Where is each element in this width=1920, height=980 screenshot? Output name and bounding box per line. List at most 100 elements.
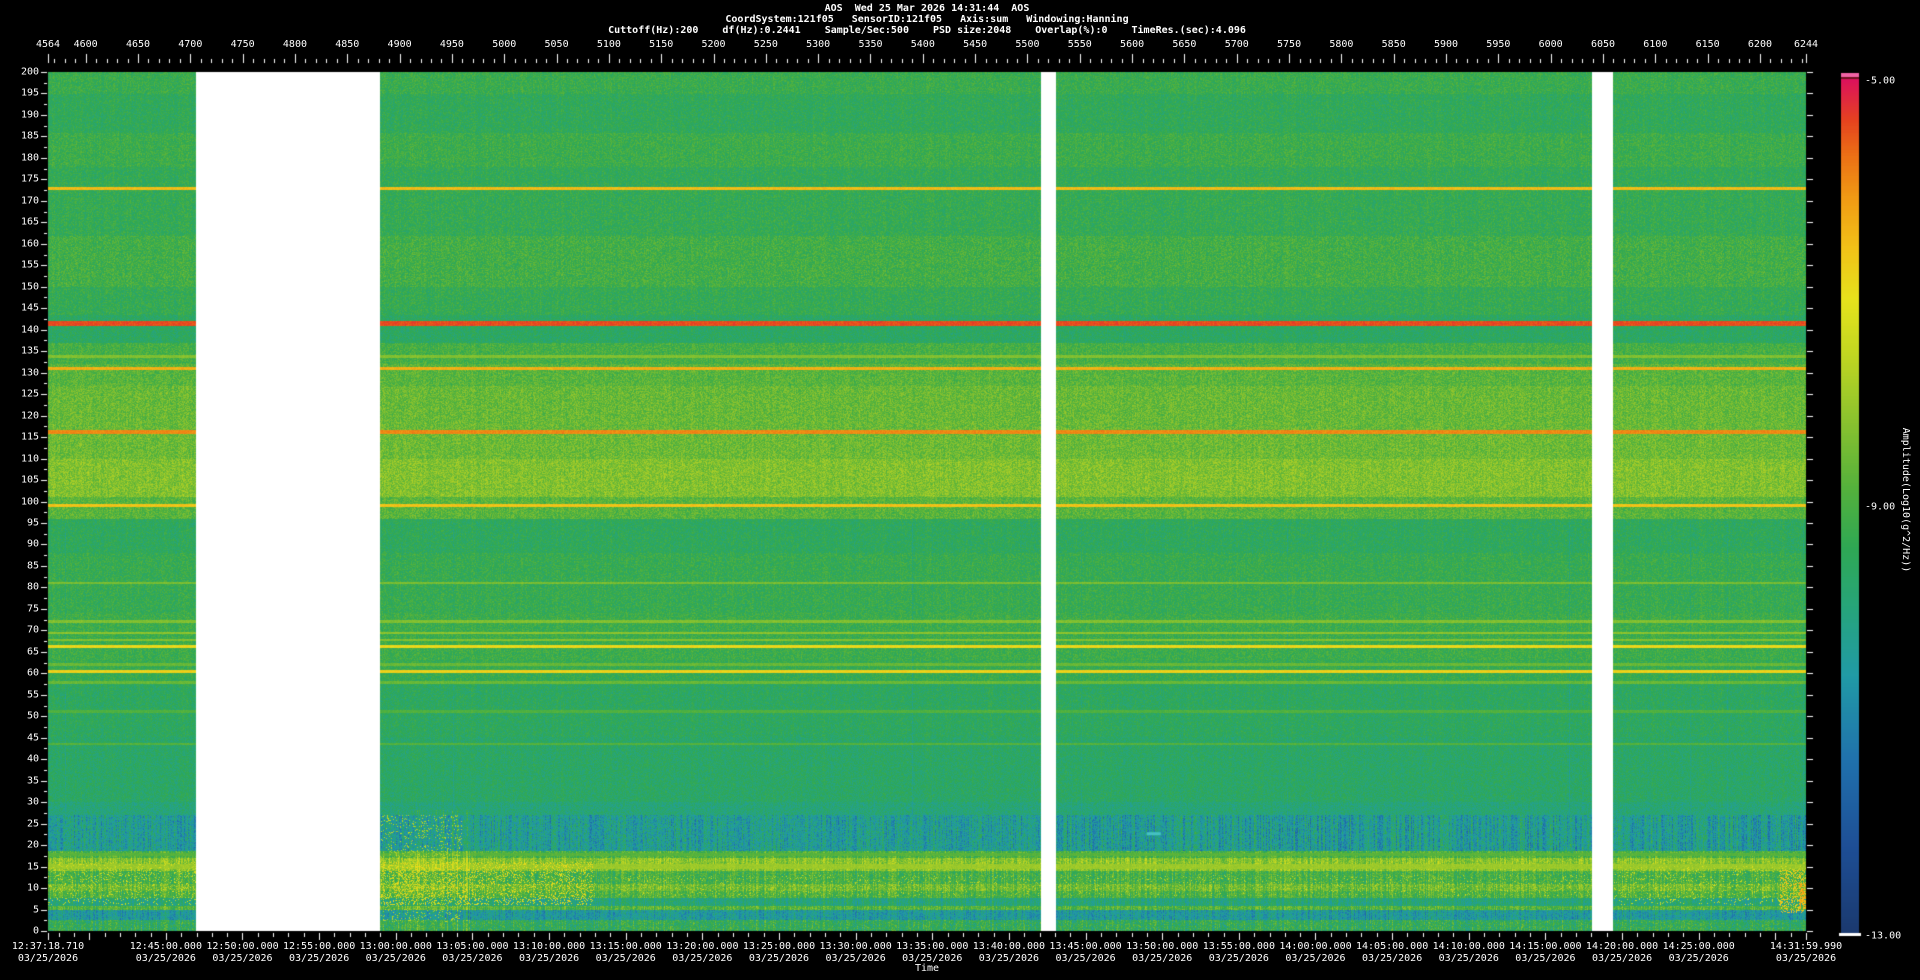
time-tick-label: 14:05:00.000 bbox=[1356, 941, 1429, 952]
top-axis-tick-label: 5250 bbox=[753, 39, 778, 50]
y-axis-tick-label: 150 bbox=[20, 281, 39, 293]
time-tick-label: 13:00:00.000 bbox=[359, 941, 432, 952]
top-axis-tick-label: 5850 bbox=[1381, 39, 1406, 50]
y-axis-tick-label: 85 bbox=[26, 560, 39, 572]
y-axis-tick-label: 10 bbox=[26, 882, 39, 894]
y-axis-tick-label: 40 bbox=[26, 753, 39, 765]
top-axis-tick-label: 4800 bbox=[282, 39, 307, 50]
y-axis-tick-label: 50 bbox=[26, 710, 39, 722]
top-axis-tick-label: 6150 bbox=[1695, 39, 1720, 50]
header-param: SensorID:121f05 bbox=[851, 14, 943, 25]
top-axis-tick-label: 6100 bbox=[1643, 39, 1668, 50]
y-axis-tick-label: 185 bbox=[20, 130, 39, 142]
y-axis-tick-label: 15 bbox=[26, 861, 39, 873]
y-axis-tick-label: 115 bbox=[20, 431, 39, 443]
date-tick-label: 03/25/2026 bbox=[978, 953, 1040, 964]
y-axis-tick-label: 190 bbox=[20, 109, 39, 121]
y-axis-tick-label: 155 bbox=[20, 259, 39, 271]
header-param: TimeRes.(sec):4.096 bbox=[1131, 25, 1246, 36]
y-axis-tick-label: 60 bbox=[26, 667, 39, 679]
y-axis-tick-label: 90 bbox=[26, 538, 39, 550]
date-tick-label: 03/25/2026 bbox=[1438, 953, 1499, 964]
top-axis-tick-label: 5350 bbox=[858, 39, 883, 50]
colorbar-tick-label: -5.00 bbox=[1865, 75, 1896, 87]
top-axis-tick-label: 6200 bbox=[1747, 39, 1772, 50]
y-axis-tick-label: 0 bbox=[32, 925, 39, 937]
time-tick-label: 13:50:00.000 bbox=[1126, 941, 1199, 952]
date-tick-label: 03/25/2026 bbox=[1775, 953, 1837, 964]
y-axis-tick-label: 170 bbox=[20, 195, 39, 207]
top-axis-tick-label: 5000 bbox=[492, 39, 517, 50]
date-tick-label: 03/25/2026 bbox=[442, 953, 503, 964]
top-axis-tick-label: 4850 bbox=[335, 39, 360, 50]
top-axis-tick-label: 5300 bbox=[806, 39, 831, 50]
time-tick-label: 13:55:00.000 bbox=[1202, 941, 1275, 952]
top-axis-tick-label: 4750 bbox=[230, 39, 255, 50]
time-tick-label: 14:00:00.000 bbox=[1279, 941, 1352, 952]
date-tick-label: 03/25/2026 bbox=[1132, 953, 1193, 964]
time-tick-label: 14:15:00.000 bbox=[1509, 941, 1582, 952]
colorbar-axis-label: Amplitude(Log10(g^2/Hz)) bbox=[1900, 427, 1911, 573]
top-axis-tick-label: 5400 bbox=[910, 39, 935, 50]
time-tick-label: 13:45:00.000 bbox=[1049, 941, 1122, 952]
time-tick-label: 13:25:00.000 bbox=[742, 941, 816, 952]
time-tick-label: 13:10:00.000 bbox=[512, 941, 586, 952]
colorbar-tick-label: -13.00 bbox=[1865, 930, 1902, 942]
time-tick-label: 12:45:00.000 bbox=[129, 941, 202, 952]
time-tick-label: 13:15:00.000 bbox=[589, 941, 662, 952]
time-tick-label: 14:10:00.000 bbox=[1432, 941, 1505, 952]
date-tick-label: 03/25/2026 bbox=[1362, 953, 1423, 964]
top-axis-tick-label: 5700 bbox=[1224, 39, 1249, 50]
date-tick-label: 03/25/2026 bbox=[825, 953, 886, 964]
top-axis-tick-label: 5650 bbox=[1172, 39, 1197, 50]
header-param: Sample/Sec:500 bbox=[824, 25, 909, 36]
top-axis-tick-label: 4950 bbox=[439, 39, 464, 50]
time-tick-label: 13:30:00.000 bbox=[819, 941, 892, 952]
y-axis-tick-label: 20 bbox=[26, 839, 39, 851]
y-axis-tick-label: 135 bbox=[20, 345, 39, 357]
top-axis-tick-label: 4600 bbox=[73, 39, 98, 50]
header-title: AOS Wed 25 Mar 2026 14:31:44 AOS bbox=[824, 3, 1030, 14]
top-axis-tick-label: 4564 bbox=[35, 39, 61, 50]
header-param: Windowing:Hanning bbox=[1026, 14, 1129, 25]
time-tick-label: 13:05:00.000 bbox=[436, 941, 509, 952]
time-tick-label: 12:55:00.000 bbox=[283, 941, 356, 952]
date-tick-label: 03/25/2026 bbox=[595, 953, 656, 964]
y-axis-tick-label: 105 bbox=[20, 474, 39, 486]
y-axis-tick-label: 100 bbox=[20, 496, 39, 507]
y-axis-tick-label: 95 bbox=[26, 517, 39, 529]
header-param: CoordSystem:121f05 bbox=[725, 14, 834, 25]
y-axis-tick-label: 5 bbox=[32, 904, 39, 916]
y-axis-tick-label: 70 bbox=[26, 624, 39, 636]
time-tick-label: 14:25:00.000 bbox=[1662, 941, 1735, 952]
y-axis-tick-label: 110 bbox=[20, 453, 39, 465]
y-axis-tick-label: 45 bbox=[26, 732, 39, 744]
y-axis-tick-label: 55 bbox=[26, 689, 39, 701]
top-axis-tick-label: 5450 bbox=[963, 39, 988, 50]
date-tick-label: 03/25/2026 bbox=[518, 953, 580, 964]
top-axis-tick-label: 5150 bbox=[649, 39, 674, 50]
y-axis-tick-label: 125 bbox=[20, 388, 39, 400]
top-axis-tick-label: 5200 bbox=[701, 39, 726, 50]
time-tick-label: 14:20:00.000 bbox=[1585, 941, 1659, 952]
y-axis-tick-label: 80 bbox=[26, 581, 39, 593]
top-axis-tick-label: 5750 bbox=[1277, 39, 1302, 50]
y-axis-tick-label: 120 bbox=[20, 410, 39, 422]
time-tick-label: 13:20:00.000 bbox=[666, 941, 739, 952]
top-axis-tick-label: 5600 bbox=[1120, 39, 1145, 50]
y-axis-tick-label: 160 bbox=[20, 238, 39, 250]
y-axis-tick-label: 35 bbox=[26, 775, 39, 787]
top-axis-tick-label: 6050 bbox=[1590, 39, 1616, 50]
y-axis-tick-label: 145 bbox=[20, 302, 39, 314]
top-axis-tick-label: 4700 bbox=[178, 39, 203, 50]
y-axis-tick-label: 195 bbox=[20, 87, 39, 99]
date-tick-label: 03/25/2026 bbox=[902, 953, 963, 964]
header-params-row1: CoordSystem:121f05 SensorID:121f05 Axis:su… bbox=[48, 14, 1806, 25]
date-tick-label: 03/25/2026 bbox=[17, 953, 79, 964]
date-tick-label: 03/25/2026 bbox=[1208, 953, 1269, 964]
colorbar-tick-label: -9.00 bbox=[1865, 501, 1896, 513]
top-axis-tick-label: 6000 bbox=[1538, 39, 1563, 50]
time-axis-label: Time bbox=[914, 963, 940, 974]
